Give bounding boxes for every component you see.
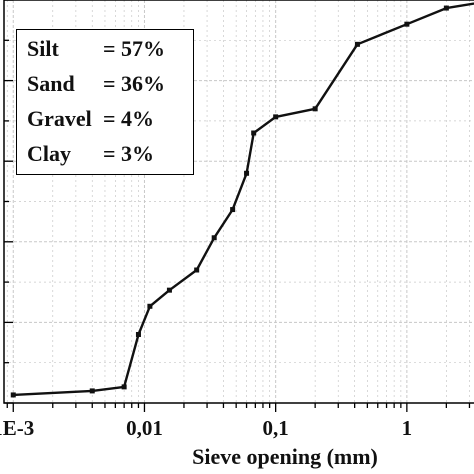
legend-entry-silt: Silt = 57%	[27, 36, 165, 62]
data-point-marker	[211, 235, 217, 241]
legend-value: = 36%	[103, 71, 166, 96]
legend-value: = 57%	[103, 36, 166, 61]
data-point-marker	[135, 331, 141, 337]
data-point-marker	[89, 388, 95, 394]
legend-entry-sand: Sand = 36%	[27, 71, 165, 97]
data-point-marker	[404, 21, 410, 27]
legend-value: = 4%	[103, 106, 155, 131]
x-tick-label: 0,1	[263, 416, 289, 440]
series-layer	[10, 2, 474, 398]
data-point-marker	[194, 267, 200, 273]
data-point-marker	[10, 392, 16, 398]
data-point-marker	[244, 170, 250, 176]
x-tick-label: 1E-3	[0, 416, 34, 440]
legend-label: Silt	[27, 36, 59, 61]
data-point-marker	[166, 287, 172, 293]
data-point-marker	[312, 106, 318, 112]
x-tick-label: 0,01	[126, 416, 163, 440]
legend-box: Silt = 57% Sand = 36% Gravel = 4% Clay = 3%	[16, 29, 194, 175]
grid-layer	[4, 0, 474, 404]
tick-label-layer: 1E-3 0,01 0,1 1	[0, 416, 412, 440]
legend-entry-gravel: Gravel = 4%	[27, 106, 154, 132]
legend-label: Clay	[27, 141, 71, 166]
data-point-marker	[443, 5, 449, 11]
data-point-marker	[251, 130, 257, 136]
data-point-marker	[354, 41, 360, 47]
data-point-marker	[273, 114, 279, 120]
x-axis-label: Sieve opening (mm)	[192, 444, 378, 469]
legend-label: Gravel	[27, 106, 92, 131]
data-point-marker	[121, 384, 127, 390]
legend-value: = 3%	[103, 141, 155, 166]
x-tick-label: 1	[402, 416, 413, 440]
legend-entry-clay: Clay = 3%	[27, 141, 154, 167]
data-point-marker	[147, 303, 153, 309]
data-point-marker	[230, 207, 236, 213]
legend-label: Sand	[27, 71, 75, 96]
tick-layer	[4, 0, 471, 412]
